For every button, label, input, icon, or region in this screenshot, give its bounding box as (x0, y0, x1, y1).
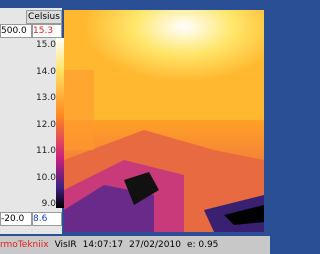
scale-tick: 12.0 (36, 120, 56, 130)
scale-tick: 11.0 (36, 146, 56, 156)
scale-tick: 10.0 (36, 173, 56, 183)
date: 27/02/2010 (129, 240, 181, 250)
tick-area: 15.0 14.0 13.0 12.0 11.0 10.0 9.0 (0, 36, 62, 208)
status-bar: rmoTekniix VisIR 14:07:17 27/02/2010 e: 0.95 (0, 236, 270, 254)
current-min: 8.6 (32, 212, 62, 226)
time: 14:07:17 (83, 240, 123, 250)
emissivity: e: 0.95 (187, 240, 218, 250)
min-range[interactable]: -20.0 (0, 212, 32, 226)
mode: VisIR (55, 240, 77, 250)
brand: rmoTekniix (0, 240, 49, 250)
scale-tick: 9.0 (42, 199, 56, 209)
thermal-image (64, 10, 264, 232)
scale-tick: 14.0 (36, 67, 56, 77)
scale-tick: 15.0 (36, 40, 56, 50)
scale-tick: 13.0 (36, 93, 56, 103)
unit-label: Celsius (26, 10, 62, 24)
